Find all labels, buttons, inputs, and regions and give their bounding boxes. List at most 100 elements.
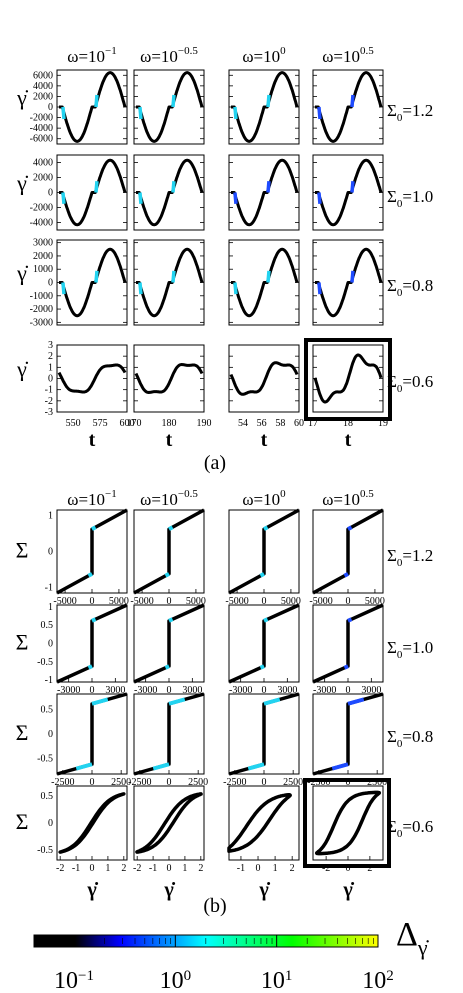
x-tick-label: 0	[346, 596, 351, 607]
gamma-dot-curve	[313, 247, 383, 318]
transition-marker	[247, 762, 265, 771]
gamma-dot-curve	[57, 363, 127, 394]
y-axis-label: γ̇	[16, 171, 29, 196]
x-axis-label: γ̇	[163, 879, 175, 901]
x-tick-label: 18	[343, 418, 353, 429]
subplot-b: -2 0 2 γ̇	[312, 785, 384, 901]
x-tick-label: 1	[182, 863, 187, 874]
subplot-b: -5000 0 5000	[53, 508, 129, 607]
subplot-a	[228, 154, 300, 231]
x-tick-label: 0	[256, 863, 261, 874]
transition-marker	[152, 762, 170, 771]
x-tick-label: 180	[162, 418, 177, 429]
x-tick-label: 0	[262, 596, 267, 607]
y-tick-label: 1	[48, 362, 53, 373]
transition-marker	[317, 282, 322, 295]
y-axis-label: Σ	[16, 720, 29, 745]
x-tick-label: -1	[149, 863, 157, 874]
transition-marker	[171, 270, 176, 283]
flow-curve	[228, 692, 300, 776]
subplot-b: -2500 0 2500	[223, 692, 303, 788]
x-tick-label: -3000	[313, 685, 336, 696]
y-tick-label: 3000	[33, 238, 53, 249]
colorbar-tick-label: 10−1	[54, 968, 94, 993]
hysteresis-loop	[58, 792, 126, 854]
x-tick-label: 0	[90, 685, 95, 696]
transition-marker	[266, 181, 271, 193]
x-tick-label: 2500	[283, 777, 303, 788]
x-axis-label: t	[261, 429, 268, 451]
x-tick-label: -1	[237, 863, 245, 874]
y-tick-label: 2000	[33, 173, 53, 184]
transition-marker	[347, 697, 365, 706]
flow-curve	[56, 692, 128, 776]
y-tick-label: -1	[45, 583, 53, 594]
subplot-b: -5000 0 5000	[130, 508, 206, 607]
y-tick-label: 0	[48, 729, 53, 740]
y-tick-label: 0	[48, 639, 53, 650]
transition-marker	[171, 94, 176, 108]
x-tick-label: -3000	[57, 685, 80, 696]
subplot-b: -5000 0 5000	[225, 508, 301, 607]
colorbar: 10−1 100 101 102 Δγ̇	[33, 916, 430, 993]
axes-frame	[133, 344, 205, 413]
subplot-a	[133, 154, 205, 231]
hysteresis-loop	[314, 790, 382, 856]
x-tick-label: 550	[66, 418, 81, 429]
x-tick-label: 2500	[111, 777, 131, 788]
gamma-dot-curve	[134, 363, 204, 394]
y-tick-label: 2000	[33, 251, 53, 262]
x-tick-label: 3000	[277, 685, 297, 696]
subplot-a: 54 56 58 60 t	[228, 344, 304, 451]
subplot-a: 17 18 19 t	[308, 344, 388, 451]
subplot-a	[312, 69, 384, 145]
x-tick-label: -5000	[53, 596, 76, 607]
y-tick-label: 0.5	[41, 705, 54, 716]
panel-b-caption: (b)	[203, 895, 226, 917]
x-tick-label: 1	[273, 863, 278, 874]
subplot-b: -5000 0 5000	[309, 508, 385, 607]
subplot-a	[133, 239, 205, 326]
y-axis-label: Σ	[16, 538, 29, 563]
gamma-dot-curve	[134, 158, 204, 227]
transition-marker	[233, 192, 238, 204]
y-tick-label: 1	[48, 602, 53, 613]
x-tick-label: 0	[90, 596, 95, 607]
gamma-dot-curve	[229, 361, 299, 396]
highlight-box	[304, 338, 392, 421]
subplot-a	[312, 239, 384, 326]
x-tick-label: 2500	[188, 777, 208, 788]
gamma-dot-curve	[57, 71, 127, 143]
transition-marker	[263, 617, 269, 623]
transition-marker	[350, 181, 355, 193]
subplot-b: -3000 0 3000	[228, 603, 300, 696]
y-tick-label: -2000	[30, 113, 53, 124]
x-tick-label: 5000	[365, 596, 385, 607]
transition-marker	[164, 572, 170, 578]
transition-marker	[168, 617, 174, 623]
x-tick-label: 5000	[186, 596, 206, 607]
y-axis-label: Σ	[16, 809, 29, 834]
x-tick-label: 60	[294, 418, 304, 429]
transition-marker	[61, 106, 66, 120]
transition-marker	[87, 664, 93, 670]
subplot-b: -2500 0 2500	[307, 692, 387, 788]
transition-marker	[87, 572, 93, 578]
transition-marker	[259, 664, 265, 670]
x-tick-label: 2	[121, 863, 126, 874]
colorbar-tick-label: 101	[261, 968, 293, 993]
hysteresis-loop	[227, 793, 292, 853]
row-label: Σ0=0.8	[387, 727, 433, 750]
transition-marker	[263, 697, 281, 706]
x-tick-label: 2	[367, 863, 372, 874]
x-tick-label: 0	[167, 777, 172, 788]
x-tick-label: 58	[275, 418, 285, 429]
x-tick-label: 19	[378, 418, 388, 429]
subplot-b: -2 -1 0 1 2 γ̇	[56, 785, 128, 901]
transition-marker	[168, 697, 186, 706]
y-tick-label: 4000	[33, 158, 53, 169]
gamma-dot-curve	[229, 71, 299, 143]
transition-marker	[317, 106, 322, 120]
colorbar-tick-label: 100	[160, 968, 192, 993]
transition-marker	[94, 94, 99, 108]
